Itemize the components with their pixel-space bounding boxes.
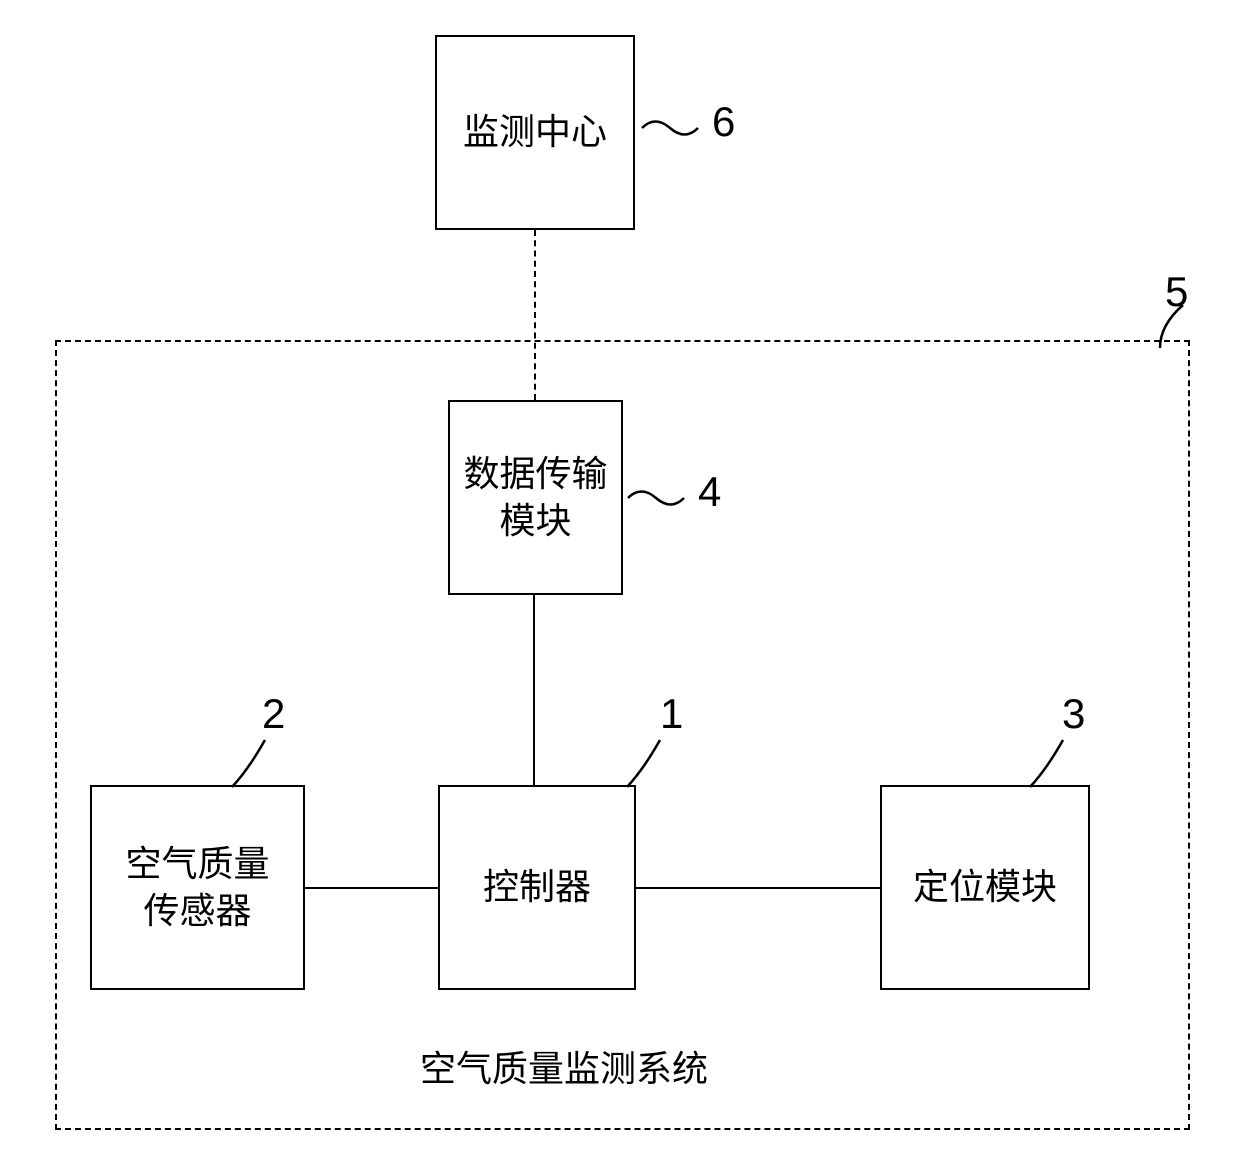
ref-label-6: 6 [712,98,735,146]
node-monitoring-center: 监测中心 [435,35,635,230]
tilde-marker-3 [1028,735,1078,790]
node-controller: 控制器 [438,785,636,990]
node-positioning-module-label: 定位模块 [913,864,1057,911]
ref-label-3: 3 [1062,690,1085,738]
edge-mc-to-dt [534,230,536,400]
ref-label-5: 5 [1165,268,1188,316]
ref-label-4: 4 [698,468,721,516]
tilde-marker-2 [230,735,280,790]
tilde-marker-4 [626,480,686,515]
node-data-transmission-label: 数据传输 模块 [463,451,607,545]
system-block-diagram: 监测中心 数据传输 模块 空气质量 传感器 控制器 定位模块 空气质量监测系统 … [0,0,1240,1149]
system-caption: 空气质量监测系统 [420,1040,708,1092]
edge-ctrl-to-pm [636,887,880,889]
node-monitoring-center-label: 监测中心 [463,109,607,156]
tilde-marker-1 [625,735,675,790]
system-caption-text: 空气质量监测系统 [420,1048,708,1089]
edge-dt-to-ctrl [533,595,535,785]
node-controller-label: 控制器 [483,864,591,911]
node-air-quality-sensor-label: 空气质量 传感器 [125,841,269,935]
node-air-quality-sensor: 空气质量 传感器 [90,785,305,990]
ref-label-1: 1 [660,690,683,738]
node-data-transmission: 数据传输 模块 [448,400,623,595]
node-positioning-module: 定位模块 [880,785,1090,990]
ref-label-2: 2 [262,690,285,738]
edge-aqs-to-ctrl [305,887,438,889]
tilde-marker-6 [640,110,700,145]
